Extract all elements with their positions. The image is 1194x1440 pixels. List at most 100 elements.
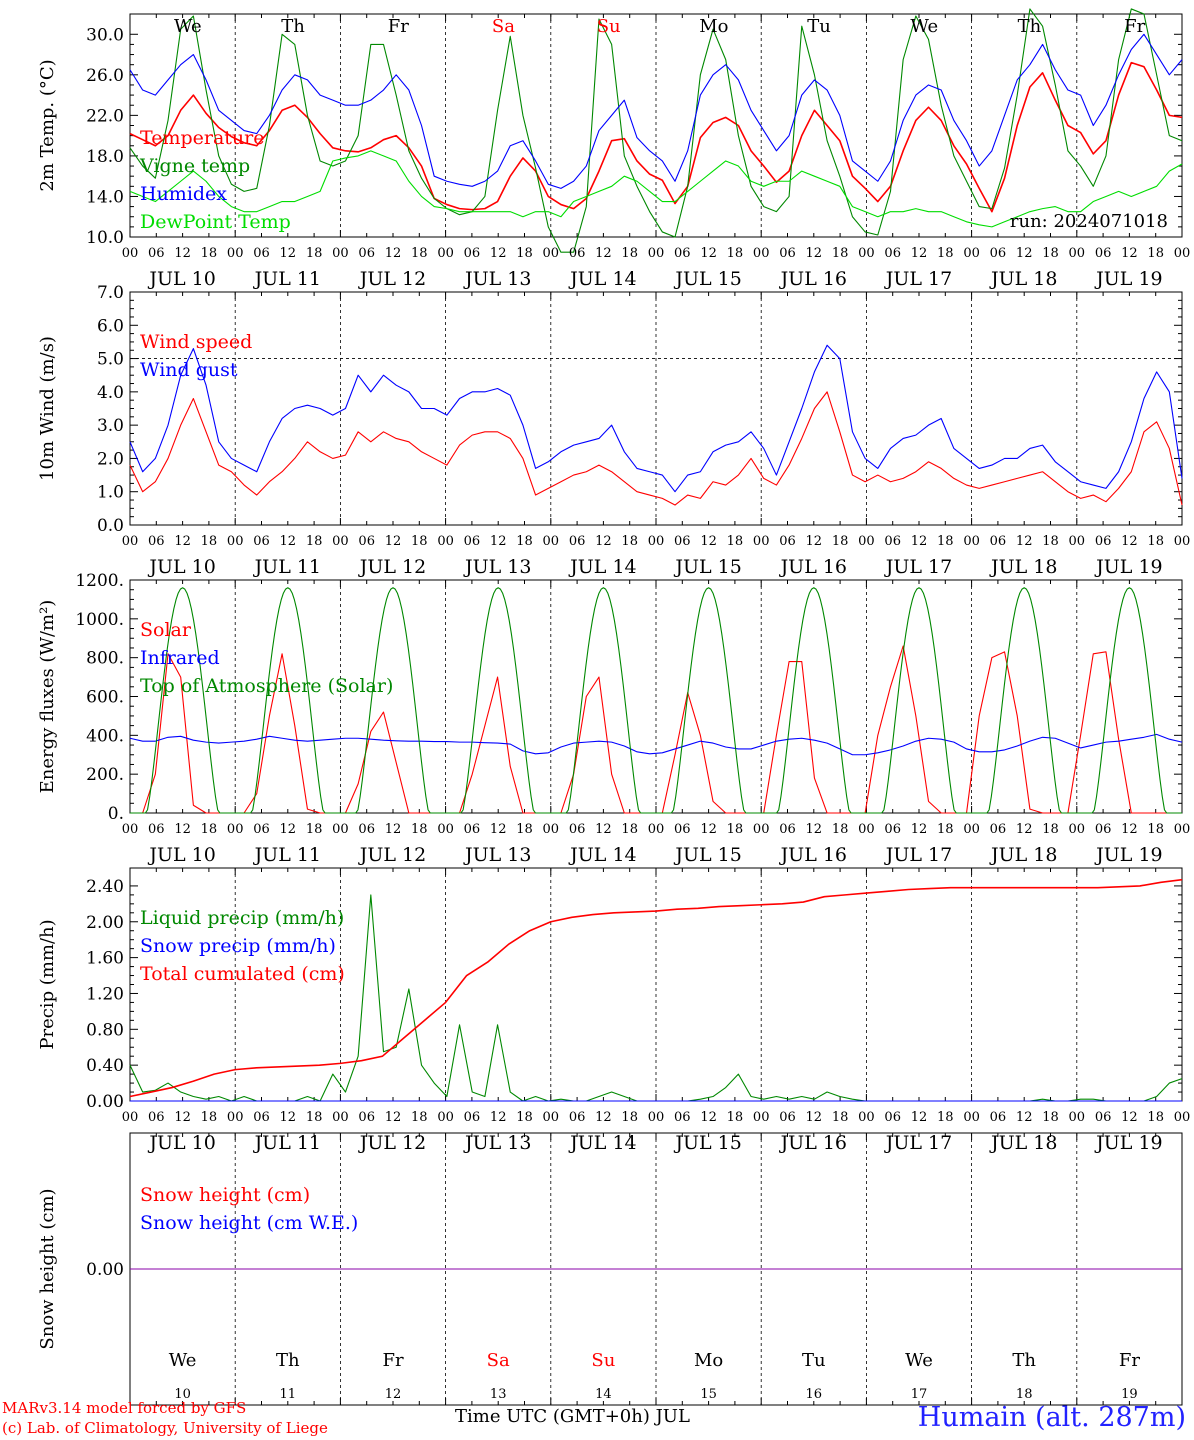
date-label: JUL 19 [1094,1132,1162,1154]
hour-tick-label: 06 [674,534,691,549]
hour-tick-label: 12 [385,822,402,837]
y-tick-label: 5.0 [97,350,124,370]
date-label: JUL 18 [989,1132,1057,1154]
hour-tick-label: 00 [1069,1110,1086,1125]
date-label: JUL 14 [568,556,636,578]
hour-tick-label: 00 [543,1110,560,1125]
y-tick-label: 0.00 [86,1260,124,1280]
hour-tick-label: 18 [1042,246,1059,261]
hour-tick-label: 18 [411,1110,428,1125]
hour-tick-label: 06 [569,534,586,549]
hour-tick-label: 00 [227,534,244,549]
hour-tick-label: 12 [700,534,717,549]
hour-tick-label: 12 [1016,246,1033,261]
hour-tick-label: 00 [963,246,980,261]
hour-tick-label: 00 [122,1110,139,1125]
hour-tick-label: 12 [1121,534,1138,549]
date-label: JUL 17 [884,556,952,578]
hour-tick-label: 06 [1095,1110,1112,1125]
day-abbr-label: Fr [382,1350,403,1371]
hour-tick-label: 12 [595,534,612,549]
hour-tick-label: 06 [1095,822,1112,837]
hour-tick-label: 00 [543,246,560,261]
day-abbr-label: Fr [1124,16,1145,37]
date-label: JUL 11 [253,556,321,578]
y-tick-label: 14.0 [86,187,124,207]
hour-tick-label: 00 [648,1110,665,1125]
station-name: Humain (alt. 287m) [917,1402,1186,1433]
hour-tick-label: 00 [1174,534,1191,549]
y-tick-label: 3.0 [97,416,124,436]
date-label: JUL 12 [358,1132,426,1154]
hour-tick-label: 18 [727,246,744,261]
hour-tick-label: 06 [884,1110,901,1125]
hour-tick-label: 18 [1042,1110,1059,1125]
date-label: JUL 11 [253,1132,321,1154]
hour-tick-label: 12 [806,822,823,837]
hour-tick-label: 06 [148,534,165,549]
temp-panel: 10.0 14.0 18.0 22.0 26.0 30.0 2m Temp. (°C) Tem… [37,8,1190,290]
hour-tick-label: 06 [884,534,901,549]
y-tick-label: 2.00 [86,913,124,933]
hour-tick-label: 06 [779,822,796,837]
date-label: JUL 17 [884,268,952,290]
lab-credit: (c) Lab. of Climatology, University of L… [2,1419,328,1437]
series-top-of-atmosphere-solar [130,587,1182,814]
hour-tick-label: 00 [227,822,244,837]
legend-item: Vigne temp [139,155,250,177]
y-tick-label: 200. [86,765,124,785]
day-number-label: 13 [490,1387,507,1402]
hour-tick-label: 18 [201,822,218,837]
hour-tick-label: 12 [490,1110,507,1125]
day-number-label: 12 [385,1387,402,1402]
series-wind-gust [129,344,1183,493]
hour-tick-label: 06 [990,822,1007,837]
hour-tick-label: 00 [122,822,139,837]
y-tick-label: 10.0 [86,228,124,248]
hour-tick-label: 00 [437,1110,454,1125]
day-abbr-label: Fr [388,16,409,37]
legend-item: Snow precip (mm/h) [140,935,336,957]
hour-tick-label: 00 [332,822,349,837]
hour-tick-label: 12 [280,822,297,837]
day-abbr-label: Mo [699,16,728,37]
y-axis-title: 2m Temp. (°C) [37,59,58,191]
date-label: JUL 12 [358,268,426,290]
date-label: JUL 13 [463,1132,531,1154]
hour-tick-label: 18 [1147,534,1164,549]
y-axis-title: Precip (mm/h) [37,919,58,1049]
date-label: JUL 14 [568,844,636,866]
day-abbr-label: Th [281,16,305,37]
day-number-label: 17 [911,1387,928,1402]
hour-tick-label: 12 [806,534,823,549]
hour-tick-label: 12 [1016,534,1033,549]
date-label: JUL 18 [989,844,1057,866]
hour-tick-label: 18 [306,822,323,837]
date-label: JUL 12 [358,844,426,866]
hour-tick-label: 06 [674,246,691,261]
y-tick-label: 0.0 [97,516,124,536]
hour-tick-label: 00 [753,534,770,549]
y-tick-label: 4.0 [97,383,124,403]
hour-tick-label: 06 [990,246,1007,261]
hour-tick-label: 18 [411,534,428,549]
hour-tick-label: 18 [201,1110,218,1125]
hour-tick-label: 00 [858,1110,875,1125]
hour-tick-label: 06 [358,1110,375,1125]
series-infrared [129,733,1183,756]
hour-tick-label: 18 [1147,1110,1164,1125]
hour-tick-label: 00 [122,246,139,261]
legend-item: Snow height (cm W.E.) [140,1212,358,1234]
date-label: JUL 11 [253,268,321,290]
date-label: JUL 15 [673,1132,741,1154]
y-tick-label: 2.40 [86,877,124,897]
y-tick-label: 22.0 [86,106,124,126]
hour-tick-label: 18 [411,246,428,261]
hour-tick-label: 06 [884,822,901,837]
date-label: JUL 10 [147,556,215,578]
hour-tick-label: 12 [806,246,823,261]
hour-tick-label: 18 [516,246,533,261]
legend-item: Humidex [140,183,227,205]
date-label: JUL 16 [779,1132,847,1154]
hour-tick-label: 06 [358,246,375,261]
